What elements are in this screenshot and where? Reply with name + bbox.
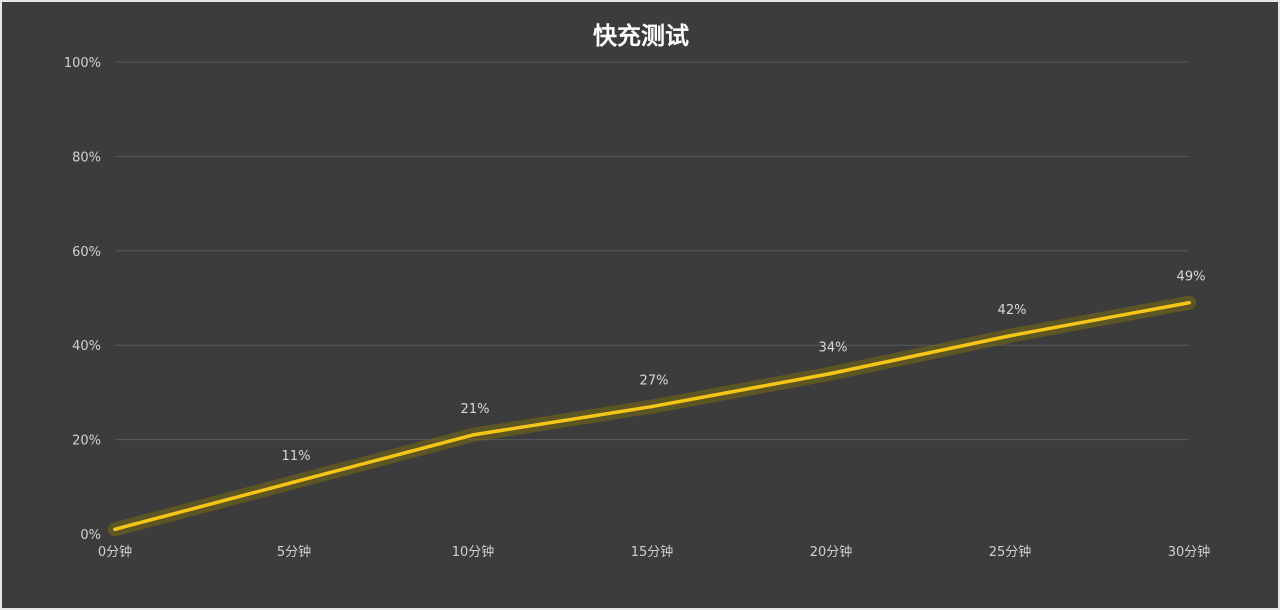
data-point (1187, 300, 1191, 305)
x-tick-label: 30分钟 (1168, 544, 1211, 560)
x-tick-label: 5分钟 (277, 544, 311, 560)
x-tick-label: 15分钟 (631, 544, 674, 560)
data-point (829, 371, 833, 376)
data-point (113, 527, 117, 532)
data-label: 11% (282, 449, 311, 464)
data-label: 21% (461, 402, 490, 417)
data-labels: 11% 21% 27% 34% 42% 49% (282, 270, 1206, 464)
series-line-glow (108, 295, 1196, 537)
x-tick-label: 20分钟 (810, 544, 853, 560)
y-tick-label: 20% (72, 434, 101, 449)
y-tick-label: 100% (64, 56, 101, 71)
data-point (650, 404, 654, 409)
x-tick-label: 10分钟 (452, 544, 495, 560)
y-axis-ticks: 0% 20% 40% 60% 80% 100% (64, 56, 101, 543)
y-tick-label: 60% (72, 245, 101, 260)
data-label: 34% (819, 341, 848, 356)
y-tick-label: 40% (72, 339, 101, 354)
series-line-group (108, 295, 1196, 537)
data-label: 49% (1177, 270, 1206, 285)
x-tick-label: 25分钟 (989, 544, 1032, 560)
chart-title: 快充测试 (593, 22, 689, 50)
y-tick-label: 80% (72, 150, 101, 165)
data-point (292, 480, 296, 484)
y-tick-label: 0% (80, 528, 101, 543)
x-tick-label: 0分钟 (98, 544, 132, 560)
data-label: 27% (640, 374, 669, 389)
data-point (1008, 333, 1012, 338)
gridlines (115, 61, 1189, 441)
data-point (471, 433, 475, 437)
x-axis-ticks: 0分钟 5分钟 10分钟 15分钟 20分钟 25分钟 30分钟 (98, 544, 1210, 560)
data-label: 42% (998, 303, 1027, 318)
